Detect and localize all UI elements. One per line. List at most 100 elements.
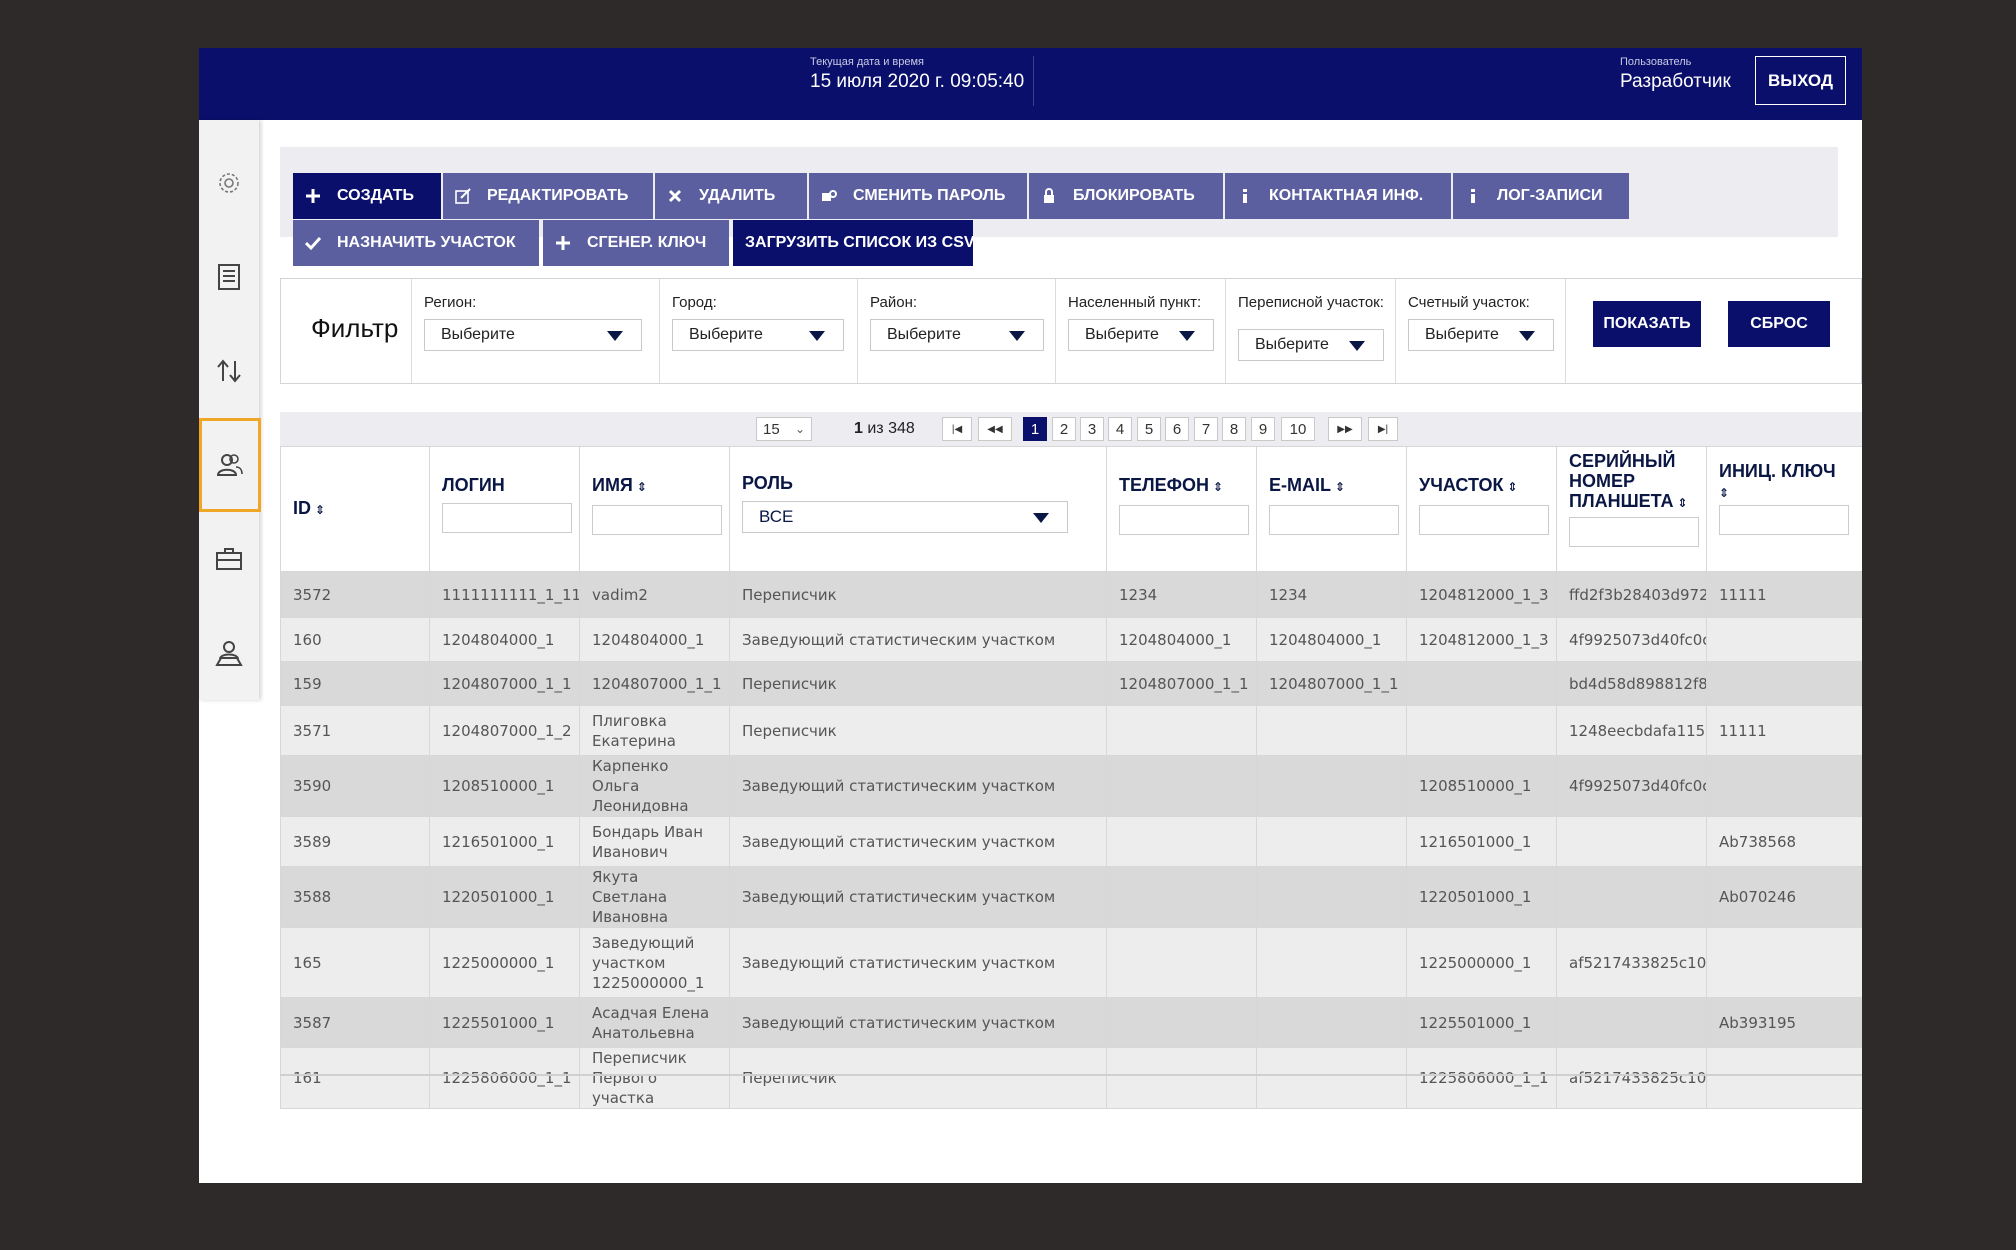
sidebar-item-briefcase[interactable] xyxy=(199,512,259,606)
close-icon xyxy=(667,188,683,204)
next-page-button[interactable]: ▶▶ xyxy=(1328,417,1362,441)
page-button-4[interactable]: 4 xyxy=(1108,417,1132,441)
sort-icon[interactable]: ⇕ xyxy=(1213,480,1224,494)
counting-area-select[interactable]: Выберите xyxy=(1408,319,1554,351)
current-page-number: 1 xyxy=(854,420,863,437)
first-page-button[interactable]: |◀ xyxy=(942,417,972,441)
create-button[interactable]: СОЗДАТЬ xyxy=(293,173,441,219)
region-select[interactable]: Выберите xyxy=(424,319,642,351)
district-label: Район: xyxy=(870,294,918,311)
contact-info-button[interactable]: КОНТАКТНАЯ ИНФ. xyxy=(1225,173,1451,219)
cell-name: Плиговка Екатерина xyxy=(579,705,730,756)
chevron-down-icon: ⌄ xyxy=(794,422,805,436)
page-button-2[interactable]: 2 xyxy=(1052,417,1076,441)
cell-phone xyxy=(1106,1047,1257,1109)
cell-serial xyxy=(1556,866,1707,928)
page-button-9[interactable]: 9 xyxy=(1251,417,1275,441)
col-area-label: УЧАСТОК xyxy=(1419,475,1504,495)
page-button-3[interactable]: 3 xyxy=(1080,417,1104,441)
sort-icon[interactable]: ⇕ xyxy=(1507,480,1518,494)
city-select[interactable]: Выберите xyxy=(672,319,844,351)
settlement-select[interactable]: Выберите xyxy=(1068,319,1214,351)
prev-page-button[interactable]: ◀◀ xyxy=(978,417,1012,441)
log-records-button[interactable]: ЛОГ-ЗАПИСИ xyxy=(1453,173,1629,219)
table-row[interactable]: 3571 1204807000_1_2 Плиговка Екатерина Пере… xyxy=(280,705,1862,756)
table-row[interactable]: 165 1225000000_1 Заведующий участком 12250… xyxy=(280,927,1862,998)
cell-id: 3588 xyxy=(280,866,430,928)
cell-name: Якута Светлана Ивановна xyxy=(579,866,730,928)
cell-login: 1111111111_1_11 xyxy=(429,571,580,618)
sidebar-item-transfer[interactable] xyxy=(199,324,259,418)
change-password-button[interactable]: СМЕНИТЬ ПАРОЛЬ xyxy=(809,173,1027,219)
page-button-10[interactable]: 10 xyxy=(1281,417,1315,441)
table-row[interactable]: 3589 1216501000_1 Бондарь Иван Иванович Зав… xyxy=(280,816,1862,867)
table-row[interactable]: 159 1204807000_1_1 1204807000_1_1 Переписчи… xyxy=(280,661,1862,706)
init-key-filter-input[interactable] xyxy=(1719,505,1849,535)
sort-arrows-icon xyxy=(217,359,241,383)
cell-email: 1204807000_1_1 xyxy=(1256,661,1407,706)
page-button-8[interactable]: 8 xyxy=(1222,417,1246,441)
phone-filter-input[interactable] xyxy=(1119,505,1249,535)
cell-phone xyxy=(1106,816,1257,867)
email-filter-input[interactable] xyxy=(1269,505,1399,535)
sidebar-item-users[interactable] xyxy=(199,418,261,512)
edit-button[interactable]: РЕДАКТИРОВАТЬ xyxy=(443,173,653,219)
cell-area: 1225000000_1 xyxy=(1406,927,1557,998)
delete-button[interactable]: УДАЛИТЬ xyxy=(655,173,807,219)
table-row[interactable]: 161 1225806000_1_1 Переписчик Первого учас… xyxy=(280,1047,1862,1109)
counting-area-select-value: Выберите xyxy=(1425,326,1499,343)
census-area-select[interactable]: Выберите xyxy=(1238,329,1384,361)
last-page-button[interactable]: ▶| xyxy=(1368,417,1398,441)
table-row[interactable]: 3588 1220501000_1 Якута Светлана Ивановна З… xyxy=(280,866,1862,928)
generate-key-button[interactable]: СГЕНЕР. КЛЮЧ xyxy=(543,220,729,266)
cell-role: Заведующий статистическим участком xyxy=(729,617,1107,662)
name-filter-input[interactable] xyxy=(592,505,722,535)
table-row[interactable]: 3590 1208510000_1 Карпенко Ольга Леонидовн… xyxy=(280,755,1862,817)
sidebar-item-map-users[interactable] xyxy=(199,606,259,700)
settlement-select-value: Выберите xyxy=(1085,326,1159,343)
sort-icon[interactable]: ⇕ xyxy=(1719,486,1730,500)
cell-id: 3587 xyxy=(280,997,430,1048)
cell-login: 1225000000_1 xyxy=(429,927,580,998)
assign-area-button[interactable]: НАЗНАЧИТЬ УЧАСТОК xyxy=(293,220,539,266)
login-filter-input[interactable] xyxy=(442,503,572,533)
upload-csv-button[interactable]: ЗАГРУЗИТЬ СПИСОК ИЗ CSV xyxy=(733,220,975,266)
cell-email: 1234 xyxy=(1256,571,1407,618)
role-filter-select[interactable]: ВСЕ xyxy=(742,501,1068,533)
sort-icon[interactable]: ⇕ xyxy=(636,480,647,494)
serial-filter-input[interactable] xyxy=(1569,517,1699,547)
table-row[interactable]: 3587 1225501000_1 Асадчая Елена Анатольевн… xyxy=(280,997,1862,1048)
log-records-label: ЛОГ-ЗАПИСИ xyxy=(1497,187,1603,204)
sort-icon[interactable]: ⇕ xyxy=(1335,480,1346,494)
block-button[interactable]: БЛОКИРОВАТЬ xyxy=(1029,173,1223,219)
page-size-select[interactable]: 15 ⌄ xyxy=(756,417,812,441)
area-filter-input[interactable] xyxy=(1419,505,1549,535)
checklist-icon xyxy=(218,264,240,290)
sort-icon[interactable]: ⇕ xyxy=(1677,496,1688,510)
page-button-6[interactable]: 6 xyxy=(1165,417,1189,441)
filter-region: Регион: Выберите xyxy=(411,279,660,383)
col-header-id[interactable]: ID ⇕ xyxy=(280,446,430,572)
city-select-value: Выберите xyxy=(689,326,763,343)
cell-name: Заведующий участком 1225000000_1 xyxy=(579,927,730,998)
page-button-1[interactable]: 1 xyxy=(1023,417,1047,441)
table-body: 3572 1111111111_1_11 vadim2 Переписчик 1234 1… xyxy=(280,571,1862,1109)
col-phone-label: ТЕЛЕФОН xyxy=(1119,475,1209,495)
page-button-5[interactable]: 5 xyxy=(1137,417,1161,441)
district-select[interactable]: Выберите xyxy=(870,319,1044,351)
dropdown-arrow-icon xyxy=(1519,331,1535,341)
table-row[interactable]: 3572 1111111111_1_11 vadim2 Переписчик 1234 1… xyxy=(280,571,1862,618)
reset-button[interactable]: СБРОС xyxy=(1728,301,1830,347)
page-button-7[interactable]: 7 xyxy=(1194,417,1218,441)
key-icon xyxy=(821,188,837,204)
cell-name: Карпенко Ольга Леонидовна xyxy=(579,755,730,817)
cell-id: 3572 xyxy=(280,571,430,618)
show-button[interactable]: ПОКАЗАТЬ xyxy=(1593,301,1701,347)
dropdown-arrow-icon xyxy=(607,331,623,341)
user-label: Пользователь xyxy=(1620,56,1692,68)
sidebar-item-settings[interactable] xyxy=(199,136,259,230)
sidebar-item-checklist[interactable] xyxy=(199,230,259,324)
logout-button[interactable]: ВЫХОД xyxy=(1755,56,1846,105)
census-area-label: Переписной участок: xyxy=(1238,294,1384,311)
table-row[interactable]: 160 1204804000_1 1204804000_1 Заведующий ст… xyxy=(280,617,1862,662)
